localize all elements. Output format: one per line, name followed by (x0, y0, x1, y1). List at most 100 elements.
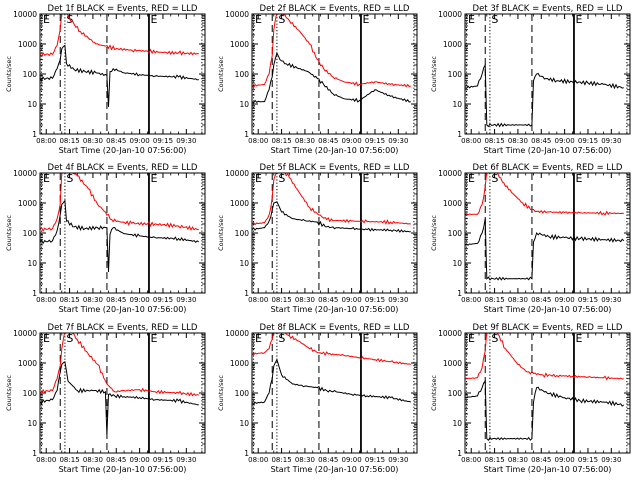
y-axis-label: Counts/sec (430, 375, 438, 411)
x-tick-label: 09:00 (342, 296, 362, 304)
time-marker-label: E (362, 332, 369, 345)
y-tick-label: 10000 (225, 329, 249, 338)
time-marker-label: S (278, 332, 285, 345)
x-tick-label: 09:00 (130, 296, 150, 304)
time-marker-label: S (278, 172, 285, 185)
x-tick-label: 08:30 (508, 296, 528, 304)
x-tick-label: 09:15 (153, 296, 173, 304)
time-marker-label: S (66, 172, 73, 185)
y-tick-label: 10 (27, 259, 37, 268)
y-tick-label: 1 (244, 449, 249, 458)
panel-title: Det 7f BLACK = Events, RED = LLD (48, 323, 198, 333)
x-axis-label: Start Time (20-Jan-10 07:56:00) (271, 465, 399, 474)
y-tick-label: 10000 (438, 169, 462, 178)
x-tick-label: 09:00 (342, 456, 362, 464)
y-tick-label: 1 (244, 289, 249, 298)
time-marker-label: S (491, 332, 498, 345)
time-marker-label: E (150, 13, 157, 26)
x-tick-label: 09:00 (130, 456, 150, 464)
y-tick-label: 1000 (443, 359, 462, 368)
plot-frame (251, 332, 418, 454)
plot-frame (39, 172, 206, 294)
y-tick-label: 10 (452, 100, 462, 109)
x-tick-label: 09:30 (388, 137, 408, 145)
y-tick-label: 10 (27, 419, 37, 428)
time-marker-label: E (43, 172, 50, 185)
y-axis-label: Counts/sec (430, 56, 438, 92)
y-tick-label: 1 (32, 449, 37, 458)
y-tick-label: 1000 (230, 199, 249, 208)
x-tick-label: 08:15 (59, 456, 79, 464)
y-tick-label: 100 (448, 389, 463, 398)
panel-title: Det 6f BLACK = Events, RED = LLD (473, 163, 623, 173)
y-tick-label: 100 (23, 229, 38, 238)
x-tick-label: 09:30 (601, 137, 621, 145)
y-tick-label: 1 (457, 289, 462, 298)
x-tick-label: 08:30 (83, 456, 103, 464)
panel-title: Det 1f BLACK = Events, RED = LLD (48, 4, 198, 14)
y-tick-label: 100 (235, 70, 250, 79)
time-marker-label: S (66, 332, 73, 345)
series-line-black (40, 44, 199, 107)
x-tick-label: 09:30 (601, 296, 621, 304)
y-tick-label: 10000 (13, 329, 37, 338)
series-line-red (252, 333, 411, 365)
plot-frame (464, 332, 631, 454)
y-tick-label: 10 (452, 419, 462, 428)
x-tick-label: 08:15 (271, 456, 291, 464)
x-tick-label: 09:30 (388, 456, 408, 464)
x-tick-label: 09:30 (176, 456, 196, 464)
y-tick-label: 10000 (225, 10, 249, 19)
plot-frame (251, 13, 418, 135)
x-tick-label: 08:45 (106, 137, 126, 145)
x-axis-label: Start Time (20-Jan-10 07:56:00) (484, 146, 612, 155)
plot-frame (39, 332, 206, 454)
x-tick-label: 08:45 (106, 296, 126, 304)
x-tick-label: 08:15 (59, 296, 79, 304)
series-line-black (40, 199, 200, 273)
y-axis-label: Counts/sec (5, 56, 13, 92)
panel-det-5: Det 5f BLACK = Events, RED = LLD Start Ti… (217, 163, 418, 314)
time-marker-label: E (150, 332, 157, 345)
y-tick-label: 1000 (18, 359, 37, 368)
series-line-black (252, 358, 411, 405)
time-marker-label: E (575, 13, 582, 26)
time-marker-label: E (468, 332, 475, 345)
time-marker-label: E (255, 332, 262, 345)
x-tick-label: 08:15 (484, 137, 504, 145)
x-tick-label: 08:15 (271, 296, 291, 304)
x-tick-label: 09:15 (578, 137, 598, 145)
x-tick-label: 08:15 (271, 137, 291, 145)
y-tick-label: 1 (32, 130, 37, 139)
series-line-red (465, 333, 624, 381)
y-tick-label: 10000 (225, 169, 249, 178)
x-tick-label: 09:15 (578, 296, 598, 304)
time-marker-label: E (43, 332, 50, 345)
x-axis-label: Start Time (20-Jan-10 07:56:00) (271, 305, 399, 314)
series-line-red (252, 173, 411, 226)
y-tick-label: 100 (448, 229, 463, 238)
series-line-black (465, 63, 624, 128)
time-marker-label: E (468, 172, 475, 185)
series-line-black (465, 218, 625, 281)
y-tick-label: 1000 (18, 40, 37, 49)
x-tick-label: 08:45 (106, 456, 126, 464)
y-tick-label: 100 (235, 389, 250, 398)
y-axis-label: Counts/sec (5, 215, 13, 251)
y-tick-label: 10000 (438, 329, 462, 338)
time-marker-label: E (468, 13, 475, 26)
x-tick-label: 09:15 (365, 456, 385, 464)
panel-det-6: Det 6f BLACK = Events, RED = LLD Start Ti… (430, 163, 631, 314)
x-tick-label: 08:45 (318, 137, 338, 145)
plot-frame (251, 172, 418, 294)
time-marker-label: E (43, 13, 50, 26)
panel-det-8: Det 8f BLACK = Events, RED = LLD Start Ti… (217, 323, 418, 474)
x-tick-label: 09:15 (365, 296, 385, 304)
panel-title: Det 2f BLACK = Events, RED = LLD (260, 4, 410, 14)
x-tick-label: 08:00 (248, 296, 268, 304)
panel-det-1: Det 1f BLACK = Events, RED = LLD Start Ti… (5, 4, 206, 155)
x-tick-label: 08:00 (36, 296, 56, 304)
x-tick-label: 08:45 (531, 456, 551, 464)
series-line-red (40, 333, 199, 397)
x-tick-label: 08:30 (295, 296, 315, 304)
